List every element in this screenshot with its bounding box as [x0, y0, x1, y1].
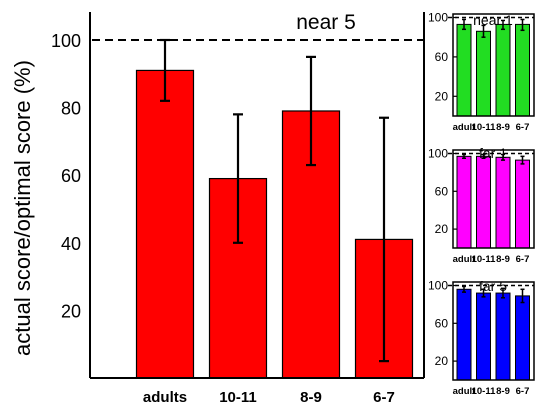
near1-xtick-label-adult: adult: [453, 122, 477, 133]
far5-title: far 5: [479, 278, 507, 294]
far1-xtick-label-6-7: 6-7: [516, 254, 530, 265]
near5-xtick-label-6-7: 6-7: [373, 389, 395, 406]
far5-bar-8-9: [495, 292, 511, 381]
near1-bar-10-11: [476, 30, 491, 117]
near5-ytick-label-100: 100: [51, 31, 81, 51]
far1-bar-6-7: [515, 159, 530, 249]
near1-ytick-label-100: 100: [428, 11, 448, 25]
near1-title: near 1: [473, 12, 513, 28]
far1-xtick-label-adult: adult: [453, 254, 477, 265]
near5-bar-adults: [135, 69, 195, 379]
near1-bar-6-7: [515, 23, 530, 117]
far1-title: far 1: [479, 145, 507, 161]
near1-frame: [452, 13, 535, 117]
near1-ytick-label-20: 20: [435, 89, 449, 103]
near1-ytick-label-60: 60: [435, 50, 449, 64]
far1-ytick-label-20: 20: [435, 222, 449, 236]
far1-bar-10-11: [476, 155, 491, 249]
near5-title: near 5: [296, 11, 356, 34]
far5-bar-10-11: [476, 292, 491, 381]
near5-panel: 20 40 60 80 100 adults 10-11 8-9 6-7 near 5: [51, 11, 425, 406]
far5-ytick-label-60: 60: [435, 316, 449, 330]
far1-ytick-label-60: 60: [435, 184, 449, 198]
far1-bar-8-9: [495, 156, 511, 249]
far1-frame: [452, 149, 535, 249]
far5-xtick-label-adult: adult: [453, 386, 477, 397]
far5-ytick-label-20: 20: [435, 354, 449, 368]
far5-xtick-label-10-11: 10-11: [472, 386, 496, 397]
far1-ytick-label-100: 100: [428, 147, 448, 161]
near5-ytick-label-60: 60: [61, 166, 81, 186]
far5-ytick-label-100: 100: [428, 279, 448, 293]
near1-xtick-label-10-11: 10-11: [472, 122, 496, 133]
y-axis-label: actual score/optimal score (%): [10, 60, 35, 356]
near1-xtick-label-6-7: 6-7: [516, 122, 530, 133]
far5-frame: [452, 281, 535, 381]
far5-xtick-label-8-9: 8-9: [496, 386, 510, 397]
far1-xtick-label-10-11: 10-11: [472, 254, 496, 265]
near5-ytick-label-20: 20: [61, 301, 81, 321]
near5-xtick-label-8-9: 8-9: [300, 389, 322, 406]
near5-ytick-label-40: 40: [61, 234, 81, 254]
far5-bar-adult: [456, 288, 472, 381]
near1-xtick-label-8-9: 8-9: [496, 122, 510, 133]
near1-bar-adult: [456, 23, 472, 117]
near5-xtick-label-adults: adults: [143, 389, 187, 406]
far5-xtick-label-6-7: 6-7: [516, 386, 530, 397]
near5-xtick-label-10-11: 10-11: [219, 389, 257, 406]
far1-bar-adult: [456, 155, 472, 249]
near1-bar-8-9: [495, 23, 511, 117]
near5-ytick-label-80: 80: [61, 99, 81, 119]
far5-bar-6-7: [515, 295, 530, 381]
far1-xtick-label-8-9: 8-9: [496, 254, 510, 265]
